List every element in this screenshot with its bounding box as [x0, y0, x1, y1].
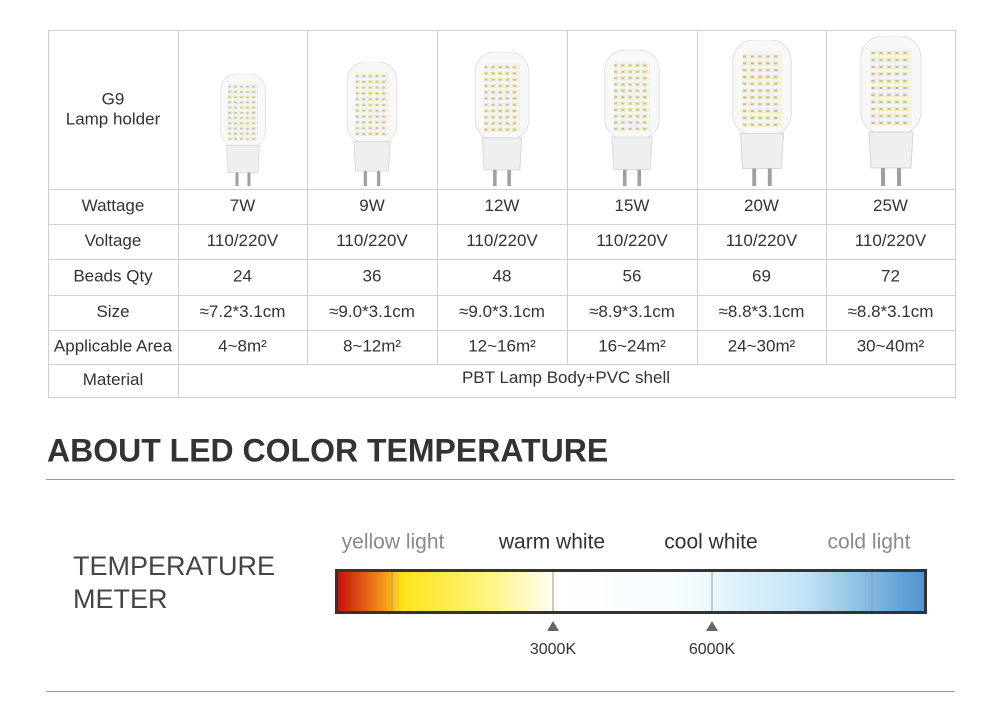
- bulb-image: [860, 36, 922, 186]
- marker-arrow: [547, 621, 559, 631]
- cell-value: 110/220V: [855, 231, 927, 250]
- header-label: Lamp holder: [66, 109, 161, 128]
- meter-label: TEMPERATURE: [73, 551, 275, 581]
- cell-value: 30~40m²: [857, 336, 925, 355]
- row-label: Beads Qty: [73, 266, 153, 285]
- row-label: Voltage: [85, 231, 142, 250]
- bulb-images: [220, 36, 922, 186]
- cell-value: 110/220V: [466, 231, 538, 250]
- table-border: [48, 30, 956, 398]
- row-label: Applicable Area: [54, 336, 173, 355]
- cell-value: PBT Lamp Body+PVC shell: [462, 368, 670, 387]
- cell-value: 110/220V: [726, 231, 798, 250]
- row-label: Size: [96, 302, 129, 321]
- cell-value: 12W: [485, 196, 520, 215]
- meter-label: METER: [73, 584, 168, 614]
- cell-value: 48: [493, 266, 512, 285]
- cell-value: 15W: [615, 196, 650, 215]
- cell-value: 24~30m²: [728, 336, 796, 355]
- marker-label: 3000K: [530, 641, 577, 658]
- marker-arrow: [706, 621, 718, 631]
- cell-value: 25W: [873, 196, 908, 215]
- row-label: Wattage: [82, 196, 145, 215]
- cell-value: ≈7.2*3.1cm: [200, 302, 286, 321]
- bulb-image: [474, 52, 530, 186]
- section-title: ABOUT LED COLOR TEMPERATURE: [47, 432, 608, 468]
- zone-label: cold light: [828, 531, 911, 554]
- header-label: G9: [102, 89, 125, 108]
- zone-label: cool white: [664, 531, 757, 554]
- temperature-bar: [335, 569, 927, 631]
- bulb-image: [732, 40, 792, 186]
- bulb-image: [604, 50, 660, 186]
- cell-value: ≈8.9*3.1cm: [589, 302, 675, 321]
- cell-value: 56: [623, 266, 642, 285]
- cell-value: ≈9.0*3.1cm: [459, 302, 545, 321]
- cell-value: 7W: [230, 196, 256, 215]
- cell-value: 36: [363, 266, 382, 285]
- cell-value: 110/220V: [207, 231, 279, 250]
- cell-value: 72: [881, 266, 900, 285]
- cell-value: 20W: [744, 196, 779, 215]
- cell-value: ≈9.0*3.1cm: [329, 302, 415, 321]
- cell-value: 24: [233, 266, 252, 285]
- cell-value: 16~24m²: [598, 336, 666, 355]
- cell-value: ≈8.8*3.1cm: [719, 302, 805, 321]
- cell-value: 110/220V: [336, 231, 408, 250]
- cell-value: 12~16m²: [468, 336, 536, 355]
- cell-value: 4~8m²: [218, 336, 267, 355]
- bulb-image: [220, 74, 266, 186]
- bulb-image: [346, 62, 398, 186]
- marker-label: 6000K: [689, 641, 736, 658]
- bar-gradient: [338, 572, 924, 611]
- cell-value: 110/220V: [596, 231, 668, 250]
- zone-label: yellow light: [342, 531, 445, 554]
- cell-value: ≈8.8*3.1cm: [848, 302, 934, 321]
- cell-value: 69: [752, 266, 771, 285]
- cell-value: 8~12m²: [343, 336, 401, 355]
- row-label: Material: [83, 370, 143, 389]
- cell-value: 9W: [359, 196, 385, 215]
- zone-label: warm white: [498, 531, 605, 554]
